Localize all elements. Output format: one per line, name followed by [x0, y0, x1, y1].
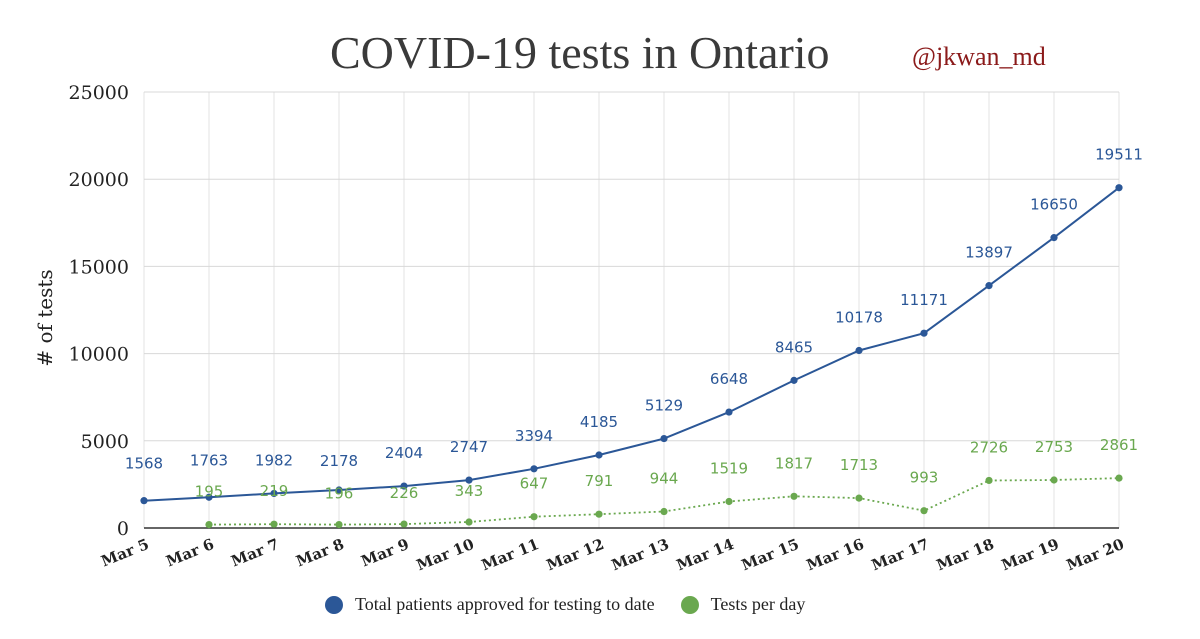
point-total: [1050, 234, 1058, 242]
data-label-daily: 2726: [970, 438, 1008, 456]
y-axis-label: # of tests: [33, 269, 57, 366]
data-label-total: 6648: [710, 370, 748, 388]
point-daily: [790, 492, 798, 500]
data-label-daily: 791: [585, 472, 614, 490]
data-label-total: 2404: [385, 444, 423, 462]
point-daily: [660, 507, 668, 516]
point-daily: [270, 520, 278, 528]
data-label-daily: 1519: [710, 460, 748, 478]
data-label-daily: 219: [260, 482, 289, 500]
data-label-total: 5129: [645, 397, 683, 415]
point-total: [205, 493, 213, 501]
point-total: [270, 489, 278, 498]
x-tick-label: Mar 16: [804, 535, 867, 574]
point-daily: [400, 520, 408, 528]
x-tick-label: Mar 11: [479, 535, 542, 574]
point-total: [140, 497, 148, 505]
point-total: [920, 329, 928, 337]
point-total: [855, 346, 863, 355]
data-label-total: 1568: [125, 455, 163, 473]
point-total: [985, 282, 993, 290]
x-tick-label: Mar 14: [674, 535, 737, 574]
data-label-total: 1982: [255, 451, 293, 469]
x-tick-label: Mar 6: [163, 535, 216, 570]
legend-marker-daily: [680, 595, 699, 614]
point-total: [725, 408, 733, 416]
data-label-total: 19511: [1095, 146, 1143, 164]
x-tick-label: Mar 19: [999, 535, 1062, 574]
data-label-daily: 993: [910, 469, 939, 487]
y-tick-label: 25000: [69, 82, 129, 104]
x-tick-label: Mar 5: [98, 535, 151, 570]
point-total: [595, 451, 603, 459]
data-label-total: 1763: [190, 451, 228, 469]
x-tick-label: Mar 15: [739, 535, 802, 574]
x-tick-label: Mar 17: [869, 535, 932, 574]
data-label-total: 3394: [515, 427, 553, 445]
legend-label-total: Total patients approved for testing to d…: [355, 594, 655, 614]
axes: 0 5000 10000 15000 20000 25000 Mar 5 Mar 6 Mar 7…: [69, 82, 1127, 574]
y-tick-label: 0: [117, 518, 129, 540]
legend-item-total: Total patients approved for testing to d…: [325, 594, 655, 615]
y-tick-label: 5000: [81, 431, 129, 453]
point-total: [335, 486, 343, 494]
data-label-daily: 343: [455, 482, 484, 500]
x-tick-label: Mar 10: [414, 535, 477, 574]
legend: Total patients approved for testing to d…: [325, 594, 831, 615]
data-label-daily: 196: [325, 485, 354, 503]
data-label-total: 16650: [1030, 196, 1078, 214]
data-label-daily: 226: [390, 484, 419, 502]
data-label-total: 13897: [965, 244, 1013, 262]
data-label-daily: 647: [520, 475, 549, 493]
data-label-daily: 944: [650, 470, 679, 488]
point-daily: [1050, 476, 1058, 484]
point-total: [400, 482, 408, 490]
legend-item-daily: Tests per day: [680, 594, 806, 615]
data-label-daily: 1713: [840, 456, 878, 474]
data-label-total: 8465: [775, 338, 813, 356]
point-total: [1115, 184, 1123, 192]
x-tick-label: Mar 8: [293, 535, 346, 570]
y-tick-label: 10000: [69, 344, 129, 366]
point-daily: [335, 520, 343, 529]
x-tick-label: Mar 13: [609, 535, 672, 574]
point-total: [465, 476, 473, 484]
legend-marker-total: [325, 595, 343, 614]
data-label-daily: 2753: [1035, 438, 1073, 456]
data-labels: 1568 1763 1982 2178 2404 2747 3394 4185 5129 6648…: [125, 146, 1143, 503]
chart-title: COVID-19 tests in Ontario: [330, 27, 830, 78]
point-daily: [530, 513, 538, 521]
data-label-daily: 195: [195, 483, 224, 501]
author-handle: @jkwan_md: [912, 42, 1046, 71]
point-daily: [205, 520, 213, 529]
data-label-total: 2747: [450, 438, 488, 456]
x-tick-label: Mar 12: [544, 535, 607, 574]
x-tick-label: Mar 20: [1064, 535, 1127, 574]
y-tick-label: 15000: [69, 256, 129, 278]
series-line-total: [143, 186, 1120, 502]
point-daily: [855, 494, 863, 502]
point-total: [530, 465, 538, 473]
data-label-total: 4185: [580, 413, 618, 431]
y-tick-label: 20000: [69, 169, 129, 191]
point-daily: [725, 497, 733, 506]
point-total: [790, 376, 798, 384]
point-daily: [465, 518, 473, 526]
point-daily: [985, 476, 993, 485]
x-tick-label: Mar 9: [358, 535, 411, 570]
x-tick-label: Mar 7: [228, 535, 281, 570]
data-label-total: 11171: [900, 291, 948, 309]
point-daily: [920, 507, 928, 515]
point-daily: [595, 510, 603, 518]
point-daily: [1115, 474, 1123, 482]
point-total: [660, 434, 668, 443]
data-label-total: 2178: [320, 452, 358, 470]
data-label-total: 10178: [835, 308, 883, 326]
data-label-daily: 2861: [1100, 436, 1138, 454]
legend-label-daily: Tests per day: [710, 594, 806, 614]
data-label-daily: 1817: [775, 454, 813, 472]
series-lines: [140, 184, 1123, 529]
x-tick-label: Mar 18: [934, 535, 997, 574]
